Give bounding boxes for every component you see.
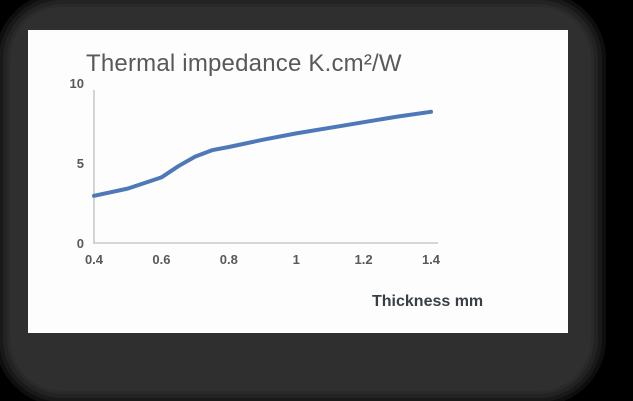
x-tick-label: 1.2 [355,252,373,267]
chart-title: Thermal impedance K.cm²/W [86,50,402,77]
x-tick-label: 1 [293,252,300,267]
x-tick-label: 0.6 [152,252,170,267]
x-axis-title: Thickness mm [372,293,484,310]
x-tick-label: 0.8 [220,252,238,267]
x-tick-label: 1.4 [422,252,441,267]
y-tick-label: 5 [77,156,84,171]
y-tick-label: 10 [70,76,84,91]
impedance-line [92,109,433,198]
y-tick-label: 0 [77,236,84,251]
chart-plot-area: 0 5 10 0.4 0.6 0.8 1 1.2 1.4 [70,76,441,267]
chart-card: Thermal impedance K.cm²/W 0 5 10 0.4 0.6 0.8 1… [28,30,568,333]
x-tick-label: 0.4 [85,252,104,267]
image-shadow-frame: Thermal impedance K.cm²/W 0 5 10 0.4 0.6 0.8 1… [10,7,591,391]
